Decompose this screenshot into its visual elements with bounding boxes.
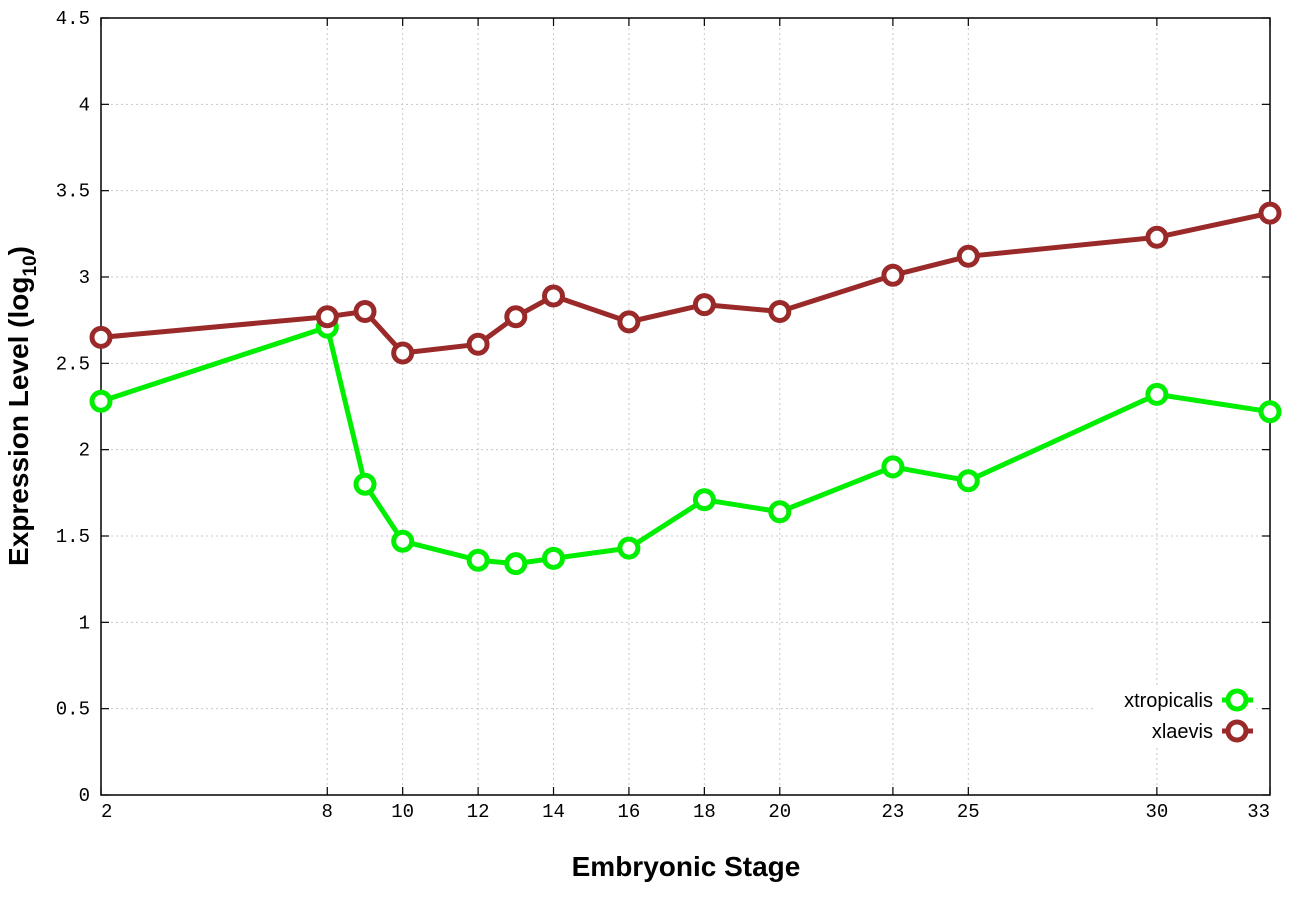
legend-marker-xlaevis	[1225, 719, 1249, 743]
data-point-xtropicalis	[466, 548, 490, 572]
data-point-xlaevis	[617, 310, 641, 334]
y-tick-label: 3.5	[56, 181, 90, 203]
data-point-xlaevis	[956, 244, 980, 268]
data-point-xlaevis	[353, 300, 377, 323]
data-point-xlaevis	[391, 341, 415, 365]
x-tick-label: 8	[322, 801, 333, 823]
y-axis-title: Expression Level (log10)	[3, 246, 41, 566]
y-tick-label: 4.5	[56, 8, 90, 30]
x-axis-title: Embryonic Stage	[572, 851, 801, 882]
data-point-xlaevis	[768, 300, 792, 323]
data-point-xtropicalis	[768, 500, 792, 524]
data-point-xlaevis	[542, 284, 565, 308]
data-point-xlaevis	[466, 332, 490, 356]
y-axis-title-close: )	[3, 246, 34, 255]
data-point-xlaevis	[1145, 225, 1169, 249]
x-tick-label: 12	[467, 801, 490, 823]
data-point-xtropicalis	[617, 536, 641, 560]
data-point-xtropicalis	[391, 529, 415, 553]
data-point-xlaevis	[881, 263, 905, 287]
x-tick-label: 16	[618, 801, 641, 823]
plot-frame	[100, 17, 1271, 796]
axis-ticks: 0 0.5 1 1.5 2 2.5 3 3.5 4 4.5 2 8 10 12 14 16 18 20 23 25 30…	[56, 8, 1271, 823]
data-point-xtropicalis	[1145, 382, 1169, 406]
y-tick-label: 2.5	[56, 353, 90, 375]
legend: xtropicalis xlaevis	[1096, 686, 1256, 748]
grid	[101, 18, 1270, 795]
y-tick-label: 1	[79, 612, 90, 634]
data-point-xtropicalis	[542, 546, 565, 570]
data-point-xtropicalis	[881, 455, 905, 479]
x-tick-label: 25	[957, 801, 980, 823]
y-tick-label: 4	[79, 94, 90, 116]
x-tick-label: 2	[101, 801, 112, 823]
data-point-xtropicalis	[1258, 400, 1282, 424]
y-tick-label: 3	[79, 267, 90, 289]
x-tick-label: 18	[693, 801, 716, 823]
data-point-xlaevis	[89, 325, 113, 349]
series-group	[89, 201, 1282, 576]
legend-marker-xtropicalis	[1225, 688, 1249, 712]
x-tick-label: 20	[768, 801, 791, 823]
x-tick-label: 23	[881, 801, 904, 823]
series-line-xlaevis	[100, 210, 1271, 356]
x-tick-label: 30	[1145, 801, 1168, 823]
y-axis-title-subscript: 10	[20, 255, 41, 276]
y-tick-label: 1.5	[56, 526, 90, 548]
series-line-xtropicalis	[100, 324, 1271, 567]
y-axis-title-main: Expression Level (log	[3, 277, 34, 566]
data-point-xlaevis	[692, 293, 716, 317]
y-tick-label: 0	[79, 785, 90, 807]
data-point-xlaevis	[1258, 201, 1282, 225]
legend-label-xtropicalis: xtropicalis	[1124, 690, 1213, 712]
x-tick-label: 10	[391, 801, 414, 823]
y-tick-label: 2	[79, 440, 90, 462]
y-tick-label: 0.5	[56, 699, 90, 721]
x-tick-label: 14	[542, 801, 565, 823]
data-point-xtropicalis	[89, 389, 113, 413]
data-point-xtropicalis	[504, 552, 528, 576]
legend-label-xlaevis: xlaevis	[1152, 721, 1213, 743]
data-point-xtropicalis	[353, 472, 377, 496]
data-point-xlaevis	[504, 305, 528, 329]
data-point-xlaevis	[315, 305, 339, 329]
data-point-xtropicalis	[956, 469, 980, 493]
data-point-xtropicalis	[692, 488, 716, 512]
x-tick-label: 33	[1247, 801, 1270, 823]
